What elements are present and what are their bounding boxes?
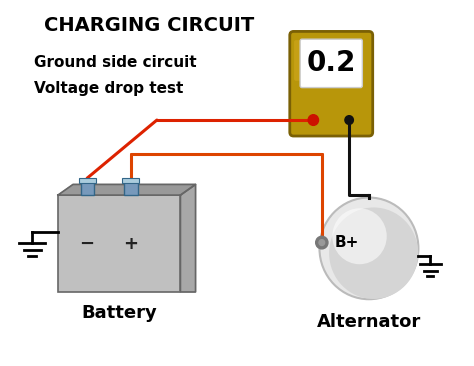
Polygon shape xyxy=(181,184,196,292)
FancyBboxPatch shape xyxy=(300,39,362,87)
Circle shape xyxy=(345,116,354,124)
Bar xyxy=(124,180,137,195)
Text: CHARGING CIRCUIT: CHARGING CIRCUIT xyxy=(44,16,254,35)
Text: Battery: Battery xyxy=(82,304,157,322)
Polygon shape xyxy=(58,184,196,195)
FancyBboxPatch shape xyxy=(290,31,373,136)
Bar xyxy=(58,195,181,292)
Circle shape xyxy=(319,198,419,299)
Bar xyxy=(81,180,94,195)
Circle shape xyxy=(316,236,328,249)
Text: 0.2: 0.2 xyxy=(307,49,356,77)
Text: +: + xyxy=(123,235,138,253)
Bar xyxy=(79,178,96,183)
FancyBboxPatch shape xyxy=(294,40,332,81)
Circle shape xyxy=(329,208,418,299)
Text: Alternator: Alternator xyxy=(317,313,421,331)
Circle shape xyxy=(332,208,387,264)
Bar xyxy=(122,178,139,183)
Circle shape xyxy=(319,240,325,246)
Text: −: − xyxy=(80,235,95,253)
Text: Voltage drop test: Voltage drop test xyxy=(35,81,184,96)
Text: B+: B+ xyxy=(335,235,359,250)
Text: Ground side circuit: Ground side circuit xyxy=(35,55,197,70)
Circle shape xyxy=(308,115,319,126)
